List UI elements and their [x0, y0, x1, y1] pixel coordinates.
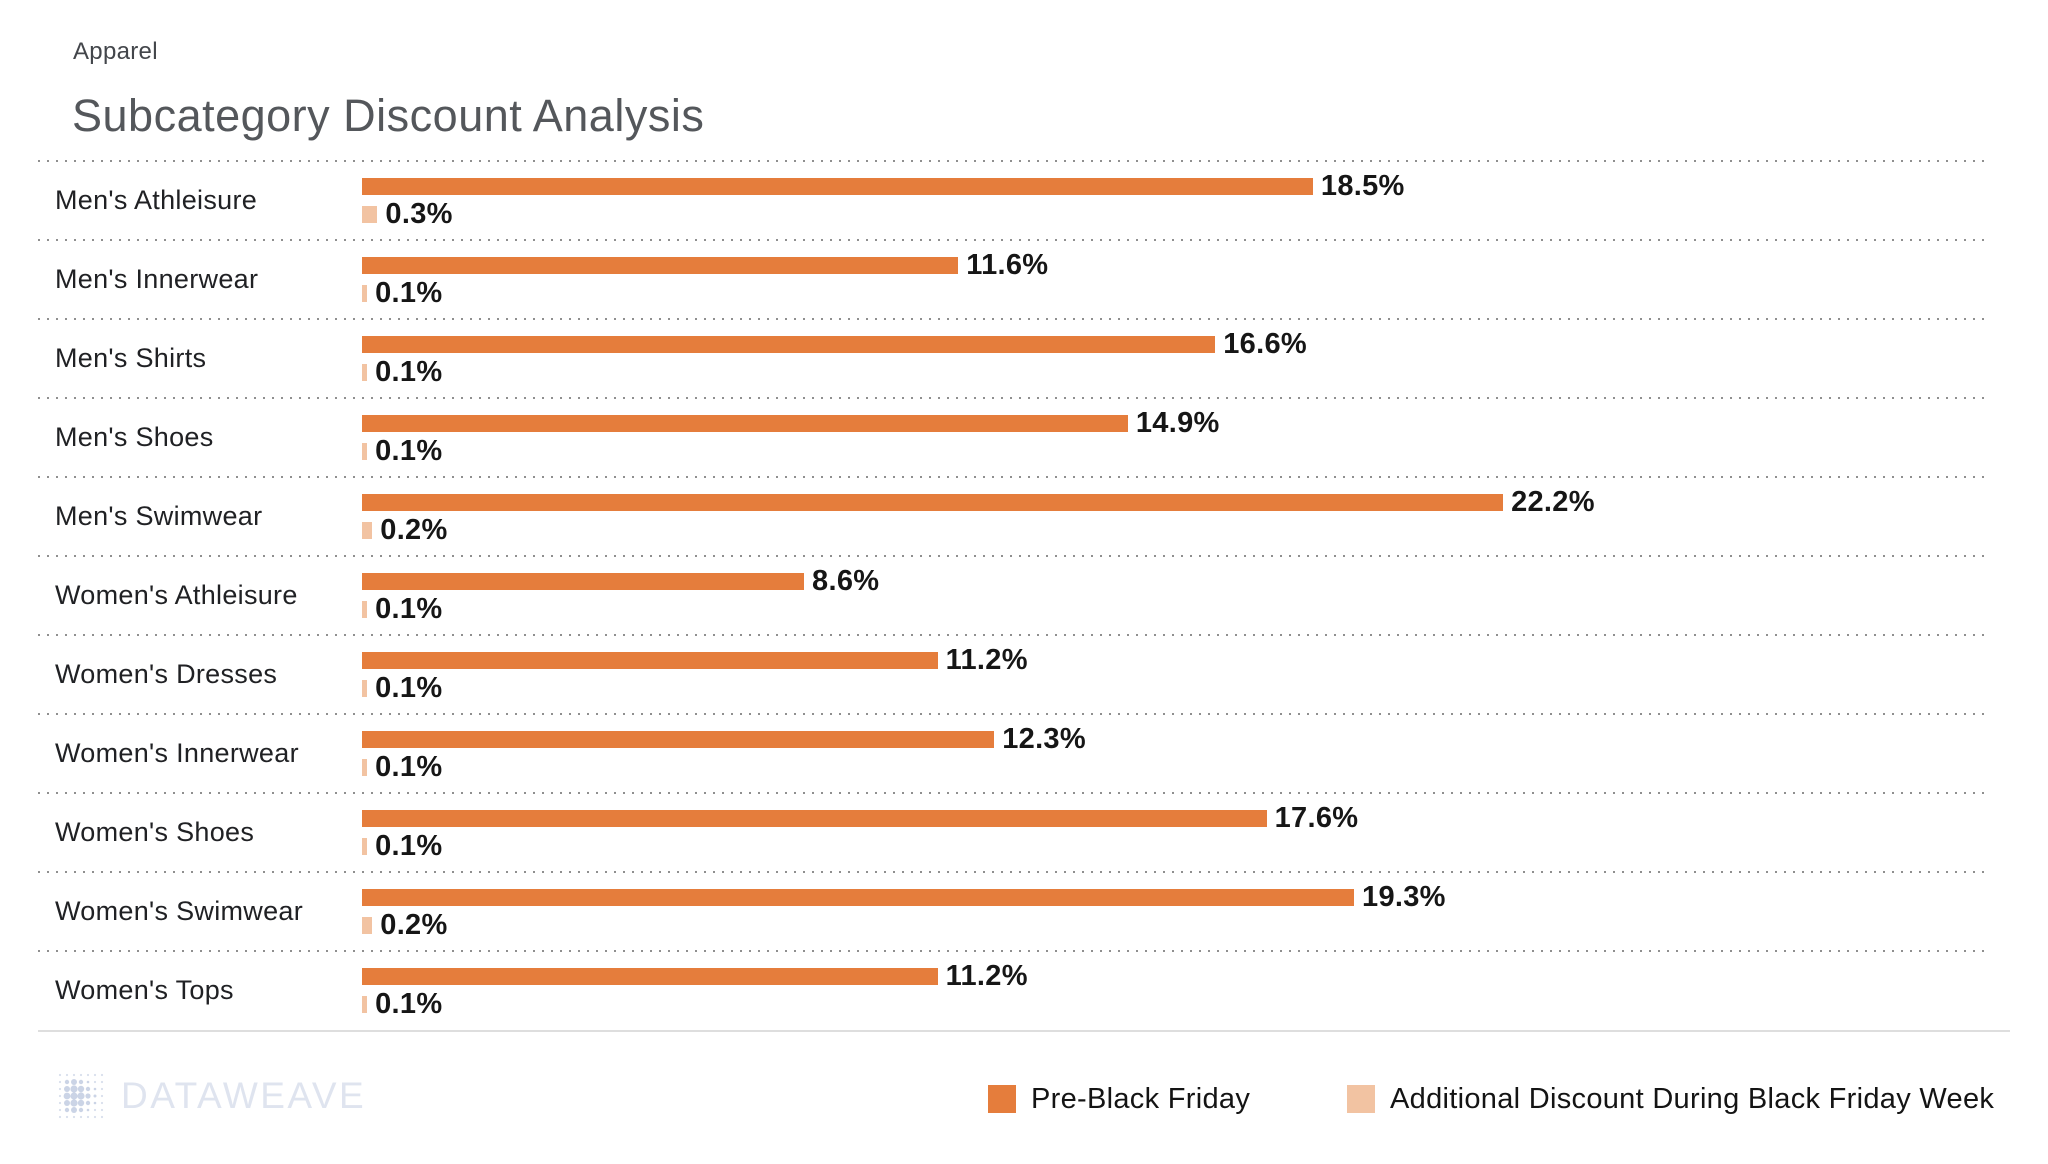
additional-discount-bar [362, 443, 368, 460]
dataweave-dots-icon [58, 1073, 104, 1119]
bar-value-label: 12.3% [1002, 723, 1086, 755]
legend-swatch-icon [1347, 1085, 1375, 1113]
row-separator-dotted-line [38, 713, 1988, 715]
row-separator-dotted-line [38, 239, 1988, 241]
bar-value-label: 0.3% [385, 198, 453, 230]
bar-value-label: 0.2% [380, 514, 448, 546]
bar-value-label: 19.3% [1362, 881, 1446, 913]
row-separator-dotted-line [38, 634, 1988, 636]
bar-value-label: 0.1% [375, 672, 443, 704]
bar-value-label: 22.2% [1511, 486, 1595, 518]
category-label: Women's Tops [55, 975, 234, 1005]
bar-value-label: 18.5% [1320, 170, 1405, 202]
pre-black-friday-bar [362, 810, 1267, 827]
category-label: Women's Athleisure [55, 580, 298, 610]
chart-row: Women's Dresses 11.2% 0.1% [0, 634, 2048, 714]
pre-black-friday-bar [362, 573, 805, 590]
bar-value-label: 8.6% [812, 565, 880, 597]
pre-black-friday-bar [362, 336, 1216, 353]
bar-value-label: 0.1% [375, 435, 443, 467]
dataweave-logo: DATAWEAVE [55, 1068, 366, 1124]
category-label: Men's Shirts [55, 343, 207, 373]
category-label: Men's Shoes [55, 422, 214, 452]
additional-discount-bar [362, 601, 368, 618]
legend-label: Pre-Black Friday [1031, 1082, 1251, 1115]
bar-value-label: 11.6% [966, 249, 1049, 281]
category-label: Men's Athleisure [55, 185, 258, 215]
chart-row: Men's Shirts 16.6% 0.1% [0, 318, 2048, 398]
bar-value-label: 16.6% [1223, 328, 1307, 360]
legend-item: Additional Discount During Black Friday … [1347, 1082, 1995, 1115]
pre-black-friday-bar [362, 415, 1128, 432]
row-separator-dotted-line [38, 476, 1988, 478]
chart-row: Women's Innerwear 12.3% 0.1% [0, 713, 2048, 793]
dataweave-logo-text: DATAWEAVE [121, 1075, 367, 1116]
legend-item: Pre-Black Friday [988, 1082, 1251, 1115]
additional-discount-bar [362, 285, 368, 302]
bar-value-label: 0.1% [375, 751, 443, 783]
chart-row: Women's Athleisure 8.6% 0.1% [0, 555, 2048, 635]
pre-black-friday-bar [362, 178, 1313, 195]
chart-row: Men's Swimwear 22.2% 0.2% [0, 476, 2048, 556]
additional-discount-bar [362, 206, 378, 223]
pre-black-friday-bar [362, 889, 1355, 906]
row-separator-dotted-line [38, 318, 1988, 320]
row-separator-dotted-line [38, 792, 1988, 794]
category-eyebrow-label: Apparel [73, 38, 158, 65]
category-label: Men's Innerwear [55, 264, 259, 294]
chart-row: Women's Tops 11.2% 0.1% [0, 950, 2048, 1030]
category-label: Men's Swimwear [55, 501, 263, 531]
pre-black-friday-bar [362, 257, 959, 274]
chart-row: Women's Swimwear 19.3% 0.2% [0, 871, 2048, 951]
chart-title: Subcategory Discount Analysis [72, 90, 705, 141]
legend-label: Additional Discount During Black Friday … [1390, 1082, 1995, 1115]
pre-black-friday-bar [362, 494, 1504, 511]
bar-value-label: 0.1% [375, 988, 443, 1020]
additional-discount-bar [362, 838, 368, 855]
pre-black-friday-bar [362, 652, 938, 669]
pre-black-friday-bar [362, 731, 995, 748]
bar-value-label: 11.2% [945, 960, 1028, 992]
chart-row: Men's Athleisure 18.5% 0.3% [0, 160, 2048, 240]
pre-black-friday-bar [362, 968, 938, 985]
additional-discount-bar [362, 364, 368, 381]
category-label: Women's Shoes [55, 817, 255, 847]
bar-value-label: 0.1% [375, 277, 443, 309]
additional-discount-bar [362, 759, 368, 776]
legend-swatch-icon [988, 1085, 1016, 1113]
bar-value-label: 17.6% [1274, 802, 1359, 834]
bar-value-label: 0.1% [375, 830, 443, 862]
row-separator-dotted-line [38, 397, 1988, 399]
category-label: Women's Dresses [55, 659, 278, 689]
bar-value-label: 0.2% [380, 909, 448, 941]
category-label: Women's Innerwear [55, 738, 299, 768]
row-separator-dotted-line [38, 950, 1988, 952]
bar-value-label: 11.2% [945, 644, 1028, 676]
row-separator-dotted-line [38, 871, 1988, 873]
additional-discount-bar [362, 996, 368, 1013]
category-label: Women's Swimwear [55, 896, 304, 926]
chart-row: Women's Shoes 17.6% 0.1% [0, 792, 2048, 872]
additional-discount-bar [362, 680, 368, 697]
additional-discount-bar [362, 522, 373, 539]
bar-value-label: 0.1% [375, 356, 443, 388]
row-separator-dotted-line [38, 555, 1988, 557]
additional-discount-bar [362, 917, 373, 934]
bar-value-label: 0.1% [375, 593, 443, 625]
chart-baseline-divider [38, 1030, 2010, 1032]
row-separator-dotted-line [38, 160, 1988, 162]
chart-row: Men's Innerwear 11.6% 0.1% [0, 239, 2048, 319]
chart-row: Men's Shoes 14.9% 0.1% [0, 397, 2048, 477]
bar-value-label: 14.9% [1135, 407, 1220, 439]
